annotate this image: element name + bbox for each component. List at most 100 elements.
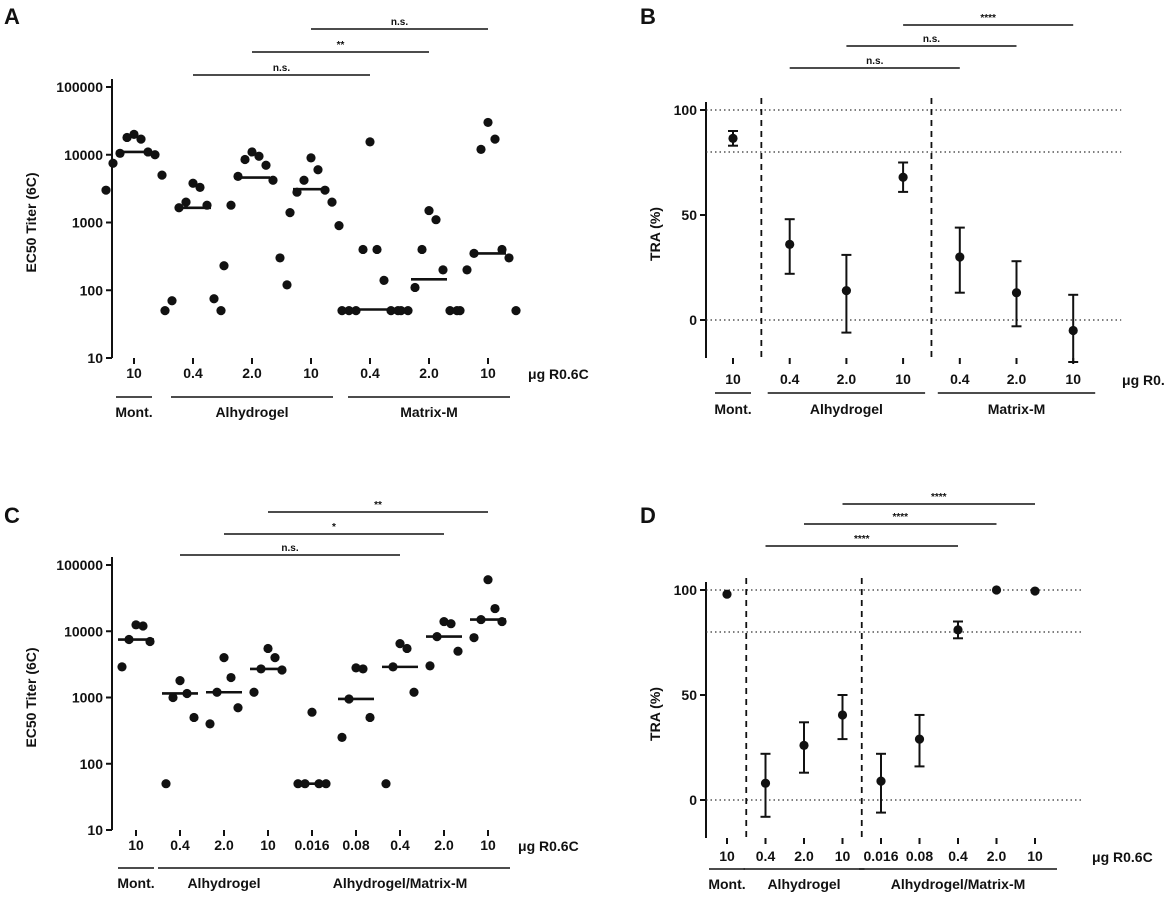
significance-label: ****: [931, 492, 947, 503]
x-tick-label: 2.0: [419, 365, 439, 381]
significance-label: n.s.: [923, 34, 940, 45]
data-point: [358, 664, 368, 674]
data-point: [282, 280, 292, 290]
data-point: [226, 672, 236, 683]
data-point: [402, 643, 412, 654]
significance-label: n.s.: [866, 56, 883, 67]
x-tick-label: 0.08: [906, 848, 933, 864]
x-tick-label: 0.08: [342, 837, 369, 853]
y-tick-label: 10000: [64, 147, 103, 163]
data-point: [209, 294, 219, 304]
dose-unit-label: μg R0.6C: [528, 366, 589, 382]
chart-panel-C: C 10 100 1000 10000 100000 EC50 Titer (6C) 10 0.…: [4, 500, 579, 891]
data-point: [205, 719, 215, 729]
data-point: [117, 662, 127, 672]
x-tick-label: 10: [725, 371, 741, 387]
data-point: [446, 619, 456, 629]
chart-panel-A: A 10 100 1000 10000 100000 EC50 Titer (6C) 10 0.…: [4, 4, 589, 420]
data-point: [453, 646, 463, 656]
data-point: [219, 261, 229, 271]
data-point: [409, 687, 419, 697]
data-point: [337, 306, 347, 316]
chart-panel-B: B 0 50 100 TRA (%) 10 0.4 2.0 10 0.4 2.0 10 μg R0.6C…: [640, 4, 1165, 417]
data-point: [168, 692, 178, 703]
data-point: [115, 148, 125, 158]
data-point: [122, 132, 132, 143]
data-point: [403, 306, 413, 316]
significance-label: n.s.: [281, 543, 298, 554]
data-point: [334, 221, 344, 231]
y-axis-title: TRA (%): [647, 687, 663, 741]
x-tick-label: 10: [1027, 848, 1043, 864]
data-point: [417, 244, 427, 255]
data-point: [216, 306, 226, 316]
data-point: [344, 306, 354, 316]
data-point: [365, 712, 375, 723]
data-point: [195, 182, 205, 192]
data-point: [469, 633, 479, 643]
mean-point: [991, 585, 1002, 595]
data-point: [129, 129, 139, 139]
y-tick-label: 100: [674, 102, 698, 118]
dose-unit-label: μg R0.6C: [1122, 372, 1165, 388]
data-point: [438, 265, 448, 275]
y-tick-label: 10: [87, 822, 103, 838]
x-tick-label: 2.0: [214, 837, 234, 853]
mean-point: [760, 778, 771, 788]
y-axis-title: TRA (%): [647, 207, 663, 261]
dose-unit-label: μg R0.6C: [518, 838, 579, 854]
x-tick-label: 10: [835, 848, 851, 864]
data-point: [306, 153, 316, 163]
mean-point: [799, 740, 809, 751]
data-point: [188, 178, 198, 188]
data-point: [299, 175, 309, 185]
data-point: [138, 621, 148, 631]
data-point: [327, 197, 337, 207]
data-point: [425, 661, 435, 671]
x-tick-label: 10: [1065, 371, 1081, 387]
y-axis-title: EC50 Titer (6C): [23, 172, 39, 272]
y-tick-label: 100: [80, 282, 104, 298]
data-point: [483, 117, 493, 128]
group-label: Mont.: [708, 876, 745, 892]
data-point: [379, 275, 389, 285]
data-point: [275, 253, 285, 263]
data-point: [351, 663, 361, 673]
data-point: [490, 603, 500, 614]
data-point: [483, 575, 493, 585]
data-point: [396, 306, 406, 316]
group-label: Alhydrogel: [215, 404, 288, 420]
data-point: [381, 779, 391, 789]
significance-label: *: [332, 522, 336, 533]
data-point: [136, 134, 146, 144]
x-tick-label: 0.4: [950, 371, 970, 387]
data-point: [131, 620, 141, 630]
data-point: [161, 779, 171, 789]
dose-unit-label: μg R0.6C: [1092, 849, 1153, 865]
data-point: [511, 306, 521, 316]
panel-letter: B: [640, 4, 656, 29]
group-label: Alhydrogel: [767, 876, 840, 892]
data-point: [181, 197, 191, 207]
y-tick-label: 100: [674, 582, 698, 598]
mean-point: [722, 589, 732, 599]
significance-label: **: [374, 500, 382, 511]
significance-label: n.s.: [273, 63, 290, 74]
x-tick-label: 0.016: [863, 848, 898, 864]
data-point: [254, 151, 264, 161]
data-point: [219, 653, 229, 663]
data-point: [150, 150, 160, 160]
significance-label: ****: [854, 534, 870, 545]
data-point: [270, 653, 280, 663]
data-point: [424, 205, 434, 216]
data-point: [504, 253, 514, 263]
y-tick-label: 0: [689, 312, 697, 328]
y-tick-label: 100000: [56, 79, 103, 95]
x-tick-label: 0.4: [170, 837, 190, 853]
x-tick-label: 0.4: [390, 837, 410, 853]
mean-point: [1011, 288, 1022, 298]
data-point: [372, 244, 382, 255]
x-tick-label: 0.4: [948, 848, 968, 864]
significance-label: **: [337, 40, 345, 51]
mean-point: [837, 710, 848, 720]
